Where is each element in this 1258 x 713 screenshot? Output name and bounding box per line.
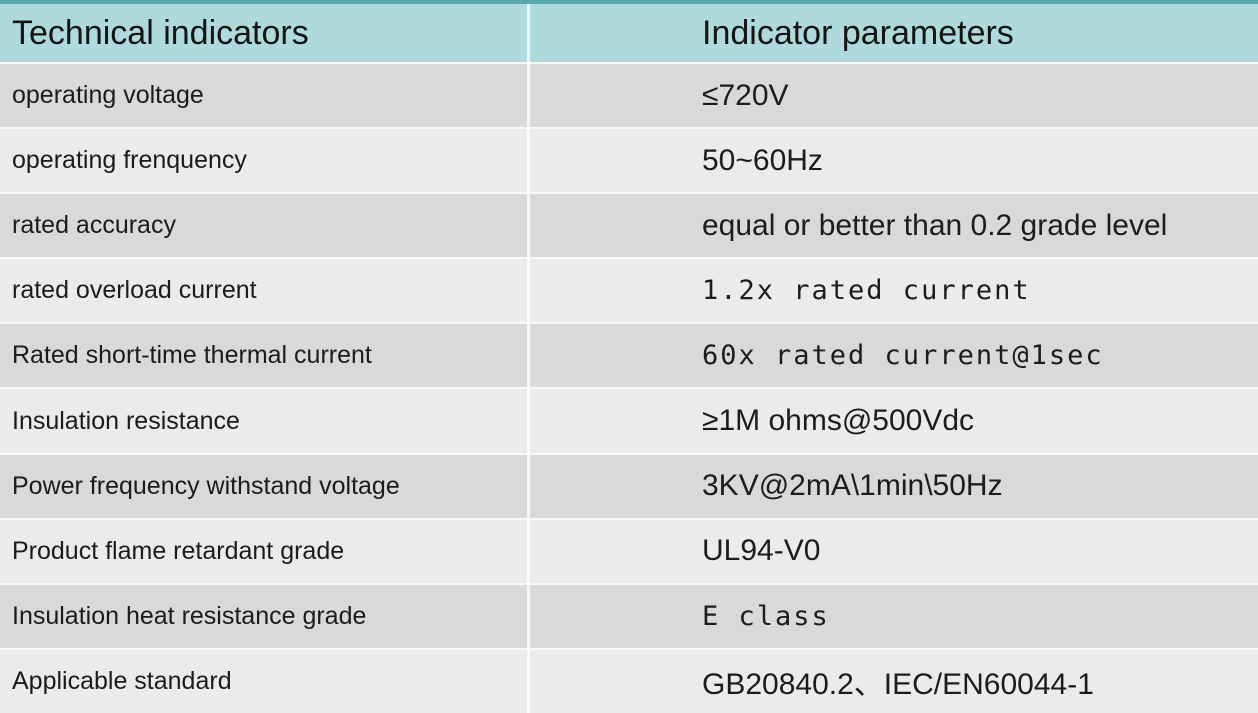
row-label: operating frenquency	[12, 146, 247, 175]
row-label: Power frequency withstand voltage	[12, 471, 400, 500]
table-row: Insulation heat resistance grade E class	[0, 582, 1258, 648]
row-label: Insulation resistance	[12, 406, 240, 435]
table-row: Rated short-time thermal current 60x rat…	[0, 322, 1258, 388]
row-value: 3KV@2mA\1min\50Hz	[527, 454, 1258, 518]
table-row: Insulation resistance ≥1M ohms@500Vdc	[0, 387, 1258, 453]
row-value: UL94-V0	[527, 519, 1258, 583]
row-value: E class	[527, 584, 1258, 648]
header-cell-technical-indicators: Technical indicators	[12, 13, 309, 52]
top-accent-strip	[0, 0, 1258, 4]
table-row: rated overload current 1.2x rated curren…	[0, 257, 1258, 323]
table-row: Product flame retardant grade UL94-V0	[0, 517, 1258, 583]
row-label: rated overload current	[12, 276, 257, 305]
row-label: rated accuracy	[12, 211, 176, 240]
table-row: rated accuracy equal or better than 0.2 …	[0, 192, 1258, 258]
row-value: 60x rated current@1sec	[527, 324, 1258, 388]
row-value: equal or better than 0.2 grade level	[527, 194, 1258, 258]
table-row: Applicable standard GB20840.2、IEC/EN6004…	[0, 647, 1258, 713]
table-row: operating frenquency 50~60Hz	[0, 127, 1258, 193]
header-row: Technical indicators Indicator parameter…	[0, 4, 1258, 62]
row-value: 1.2x rated current	[527, 259, 1258, 323]
row-value: ≤720V	[527, 64, 1258, 128]
row-label: Insulation heat resistance grade	[12, 601, 367, 630]
table-row: operating voltage ≤720V	[0, 62, 1258, 128]
row-label: Product flame retardant grade	[12, 536, 345, 565]
table-row: Power frequency withstand voltage 3KV@2m…	[0, 452, 1258, 518]
row-label: operating voltage	[12, 81, 204, 110]
header-cell-indicator-parameters: Indicator parameters	[527, 4, 1258, 62]
row-label: Rated short-time thermal current	[12, 341, 372, 370]
row-label: Applicable standard	[12, 666, 232, 695]
row-value: ≥1M ohms@500Vdc	[527, 389, 1258, 453]
row-value: GB20840.2、IEC/EN60044-1	[527, 649, 1258, 713]
row-value: 50~60Hz	[527, 129, 1258, 193]
